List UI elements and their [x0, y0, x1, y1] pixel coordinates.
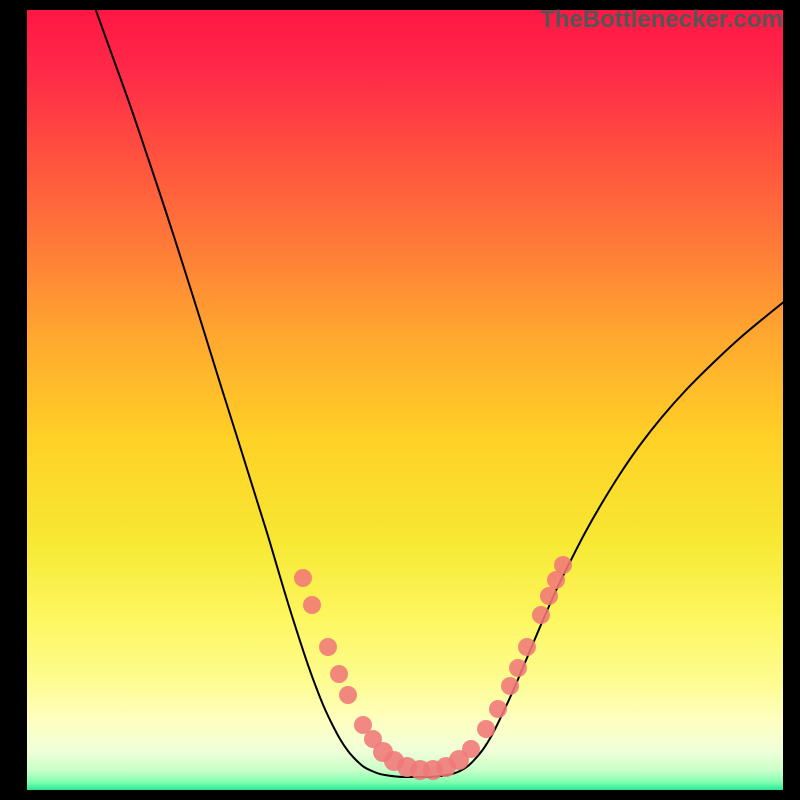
data-dot: [330, 665, 348, 683]
data-dot: [294, 569, 312, 587]
watermark-text: TheBottlenecker.com: [540, 6, 783, 34]
data-dot: [540, 587, 558, 605]
data-dot: [462, 740, 480, 758]
data-dot: [477, 720, 495, 738]
data-dot: [554, 556, 572, 574]
data-dot: [489, 700, 507, 718]
data-dot: [501, 677, 519, 695]
chart-svg: [0, 0, 800, 800]
data-dot: [509, 659, 527, 677]
data-dot: [303, 596, 321, 614]
data-dot: [532, 606, 550, 624]
data-dot: [339, 686, 357, 704]
data-dot: [518, 638, 536, 656]
chart-container: TheBottlenecker.com: [0, 0, 800, 800]
data-dot: [319, 638, 337, 656]
plot-gradient: [27, 10, 783, 790]
